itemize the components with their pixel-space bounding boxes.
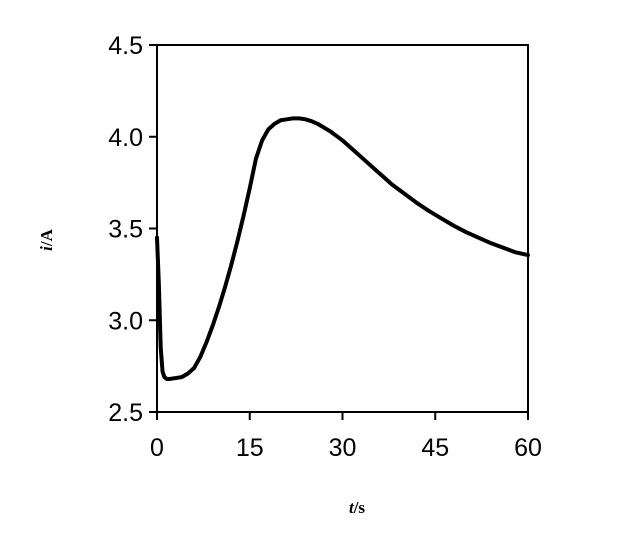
x-tick-label: 60	[514, 434, 542, 462]
y-axis-ticks: 2.5 3.0 3.5 4.0 4.5	[108, 32, 157, 427]
x-tick-label: 15	[236, 434, 264, 462]
plot-frame	[156, 44, 529, 413]
y-tick-label: 4.0	[108, 124, 143, 152]
x-tick-label: 0	[150, 434, 164, 462]
y-tick-label: 2.5	[108, 399, 143, 427]
series-line	[155, 116, 530, 381]
x-tick-label: 45	[421, 434, 449, 462]
y-tick-label: 3.0	[108, 307, 143, 335]
y-tick-label: 4.5	[108, 32, 143, 60]
y-axis-label: i/A	[37, 228, 56, 250]
x-tick-label: 30	[329, 434, 357, 462]
x-axis-label: t/s	[349, 498, 365, 517]
x-axis-ticks: 0 15 30 45 60	[150, 412, 542, 462]
y-tick-label: 3.5	[108, 216, 143, 244]
